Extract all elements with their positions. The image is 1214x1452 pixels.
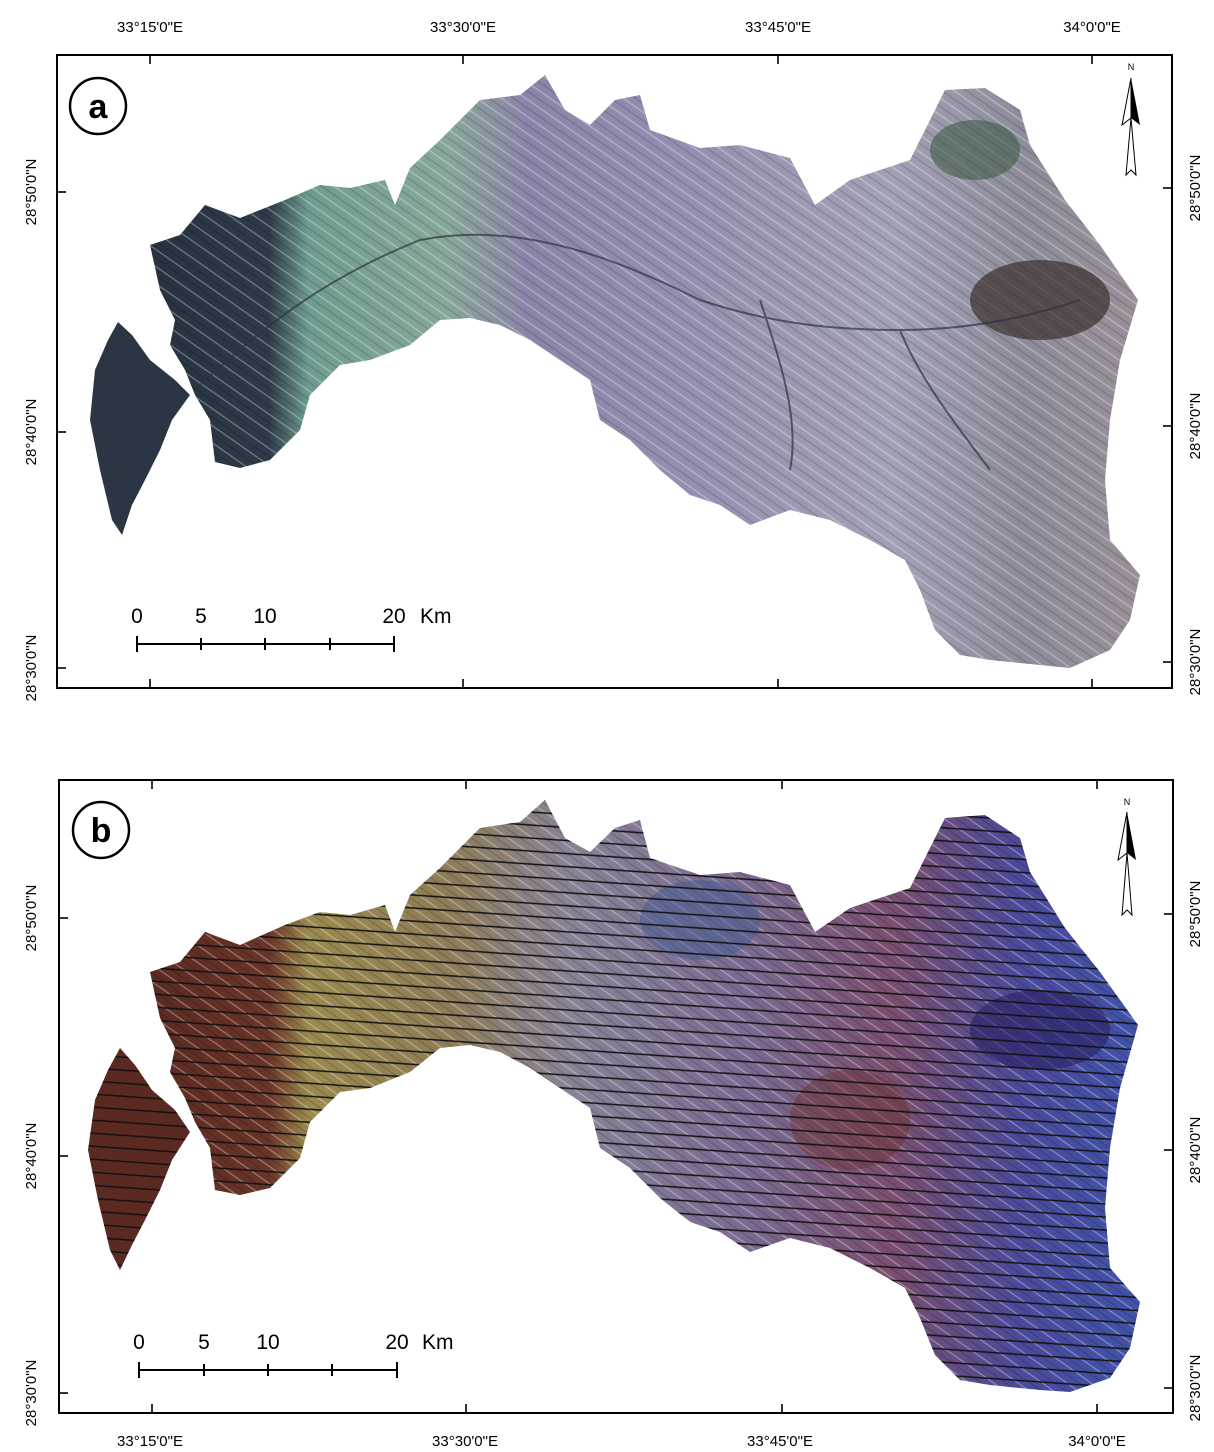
panel-a-relief-texture [150, 75, 1140, 668]
panel-b-bottom-label: 33°30'0"E [432, 1433, 498, 1450]
panel-b-hatching-west [88, 1048, 190, 1270]
panel-a-letter: a [89, 88, 109, 126]
panel-b-left-label: 28°40'0"N [23, 1123, 40, 1190]
scale-label: 5 [198, 1331, 210, 1354]
scale-label: 5 [195, 605, 207, 628]
panel-a-left-label: 28°50'0"N [23, 159, 40, 226]
panel-a-map-area [90, 75, 1140, 668]
panel-a-top-label: 33°45'0"E [745, 19, 811, 36]
panel-a-north-arrow: N [1121, 62, 1140, 177]
panel-b-left-label: 28°50'0"N [23, 885, 40, 952]
panel-a-frame [56, 54, 1173, 689]
north-label: N [1128, 62, 1135, 72]
panel-b-right-label: 28°40'0"N [1187, 1117, 1204, 1184]
panel-b-right-label: 28°50'0"N [1187, 881, 1204, 948]
panel-a-left-label: 28°40'0"N [23, 399, 40, 466]
panel-b: 33°15'0"E 33°30'0"E 33°45'0"E 34°0'0"E 2… [23, 779, 1204, 1450]
scale-label: 20 [382, 605, 405, 628]
panel-b-frame [58, 779, 1174, 1414]
scale-label: 10 [253, 605, 276, 628]
panel-a-right-label: 28°50'0"N [1187, 155, 1204, 222]
scale-label: 10 [256, 1331, 279, 1354]
panel-a-letter-badge [68, 76, 128, 136]
panel-a-top-label: 33°15'0"E [117, 19, 183, 36]
panel-b-ticks [59, 780, 1173, 1413]
panel-a-drainage [199, 233, 1081, 471]
panel-a: 33°15'0"E 33°30'0"E 33°45'0"E 34°0'0"E 2… [23, 19, 1204, 701]
panel-b-north-arrow: N [1117, 797, 1136, 917]
scale-unit: Km [420, 605, 452, 628]
panel-a-top-label: 34°0'0"E [1063, 19, 1121, 36]
panel-a-right-label: 28°30'0"N [1187, 629, 1204, 696]
panel-b-letter: b [91, 812, 112, 850]
panel-a-scale-bar: 0 5 10 20 Km [131, 605, 452, 652]
scale-label: 0 [133, 1331, 145, 1354]
panel-b-letter-badge [71, 800, 131, 860]
panel-b-bottom-label: 34°0'0"E [1068, 1433, 1126, 1450]
panel-a-region-west [90, 322, 190, 535]
panel-b-scale-bar: 0 5 10 20 Km [133, 1331, 454, 1378]
panel-b-map-area [88, 800, 1140, 1392]
panel-b-hatching-main [150, 800, 1140, 1392]
panel-a-ticks [57, 55, 1172, 688]
panel-b-left-label: 28°30'0"N [23, 1360, 40, 1427]
panel-a-right-label: 28°40'0"N [1187, 393, 1204, 460]
panel-b-bottom-label: 33°45'0"E [747, 1433, 813, 1450]
north-label: N [1124, 797, 1131, 807]
panel-b-right-label: 28°30'0"N [1187, 1355, 1204, 1422]
scale-label: 0 [131, 605, 143, 628]
scale-label: 20 [385, 1331, 408, 1354]
panel-a-green-massif [930, 120, 1020, 180]
panel-a-left-label: 28°30'0"N [23, 635, 40, 702]
scale-unit: Km [422, 1331, 454, 1354]
panel-a-top-label: 33°30'0"E [430, 19, 496, 36]
panel-b-bottom-label: 33°15'0"E [117, 1433, 183, 1450]
panel-a-dark-massif [970, 260, 1110, 340]
